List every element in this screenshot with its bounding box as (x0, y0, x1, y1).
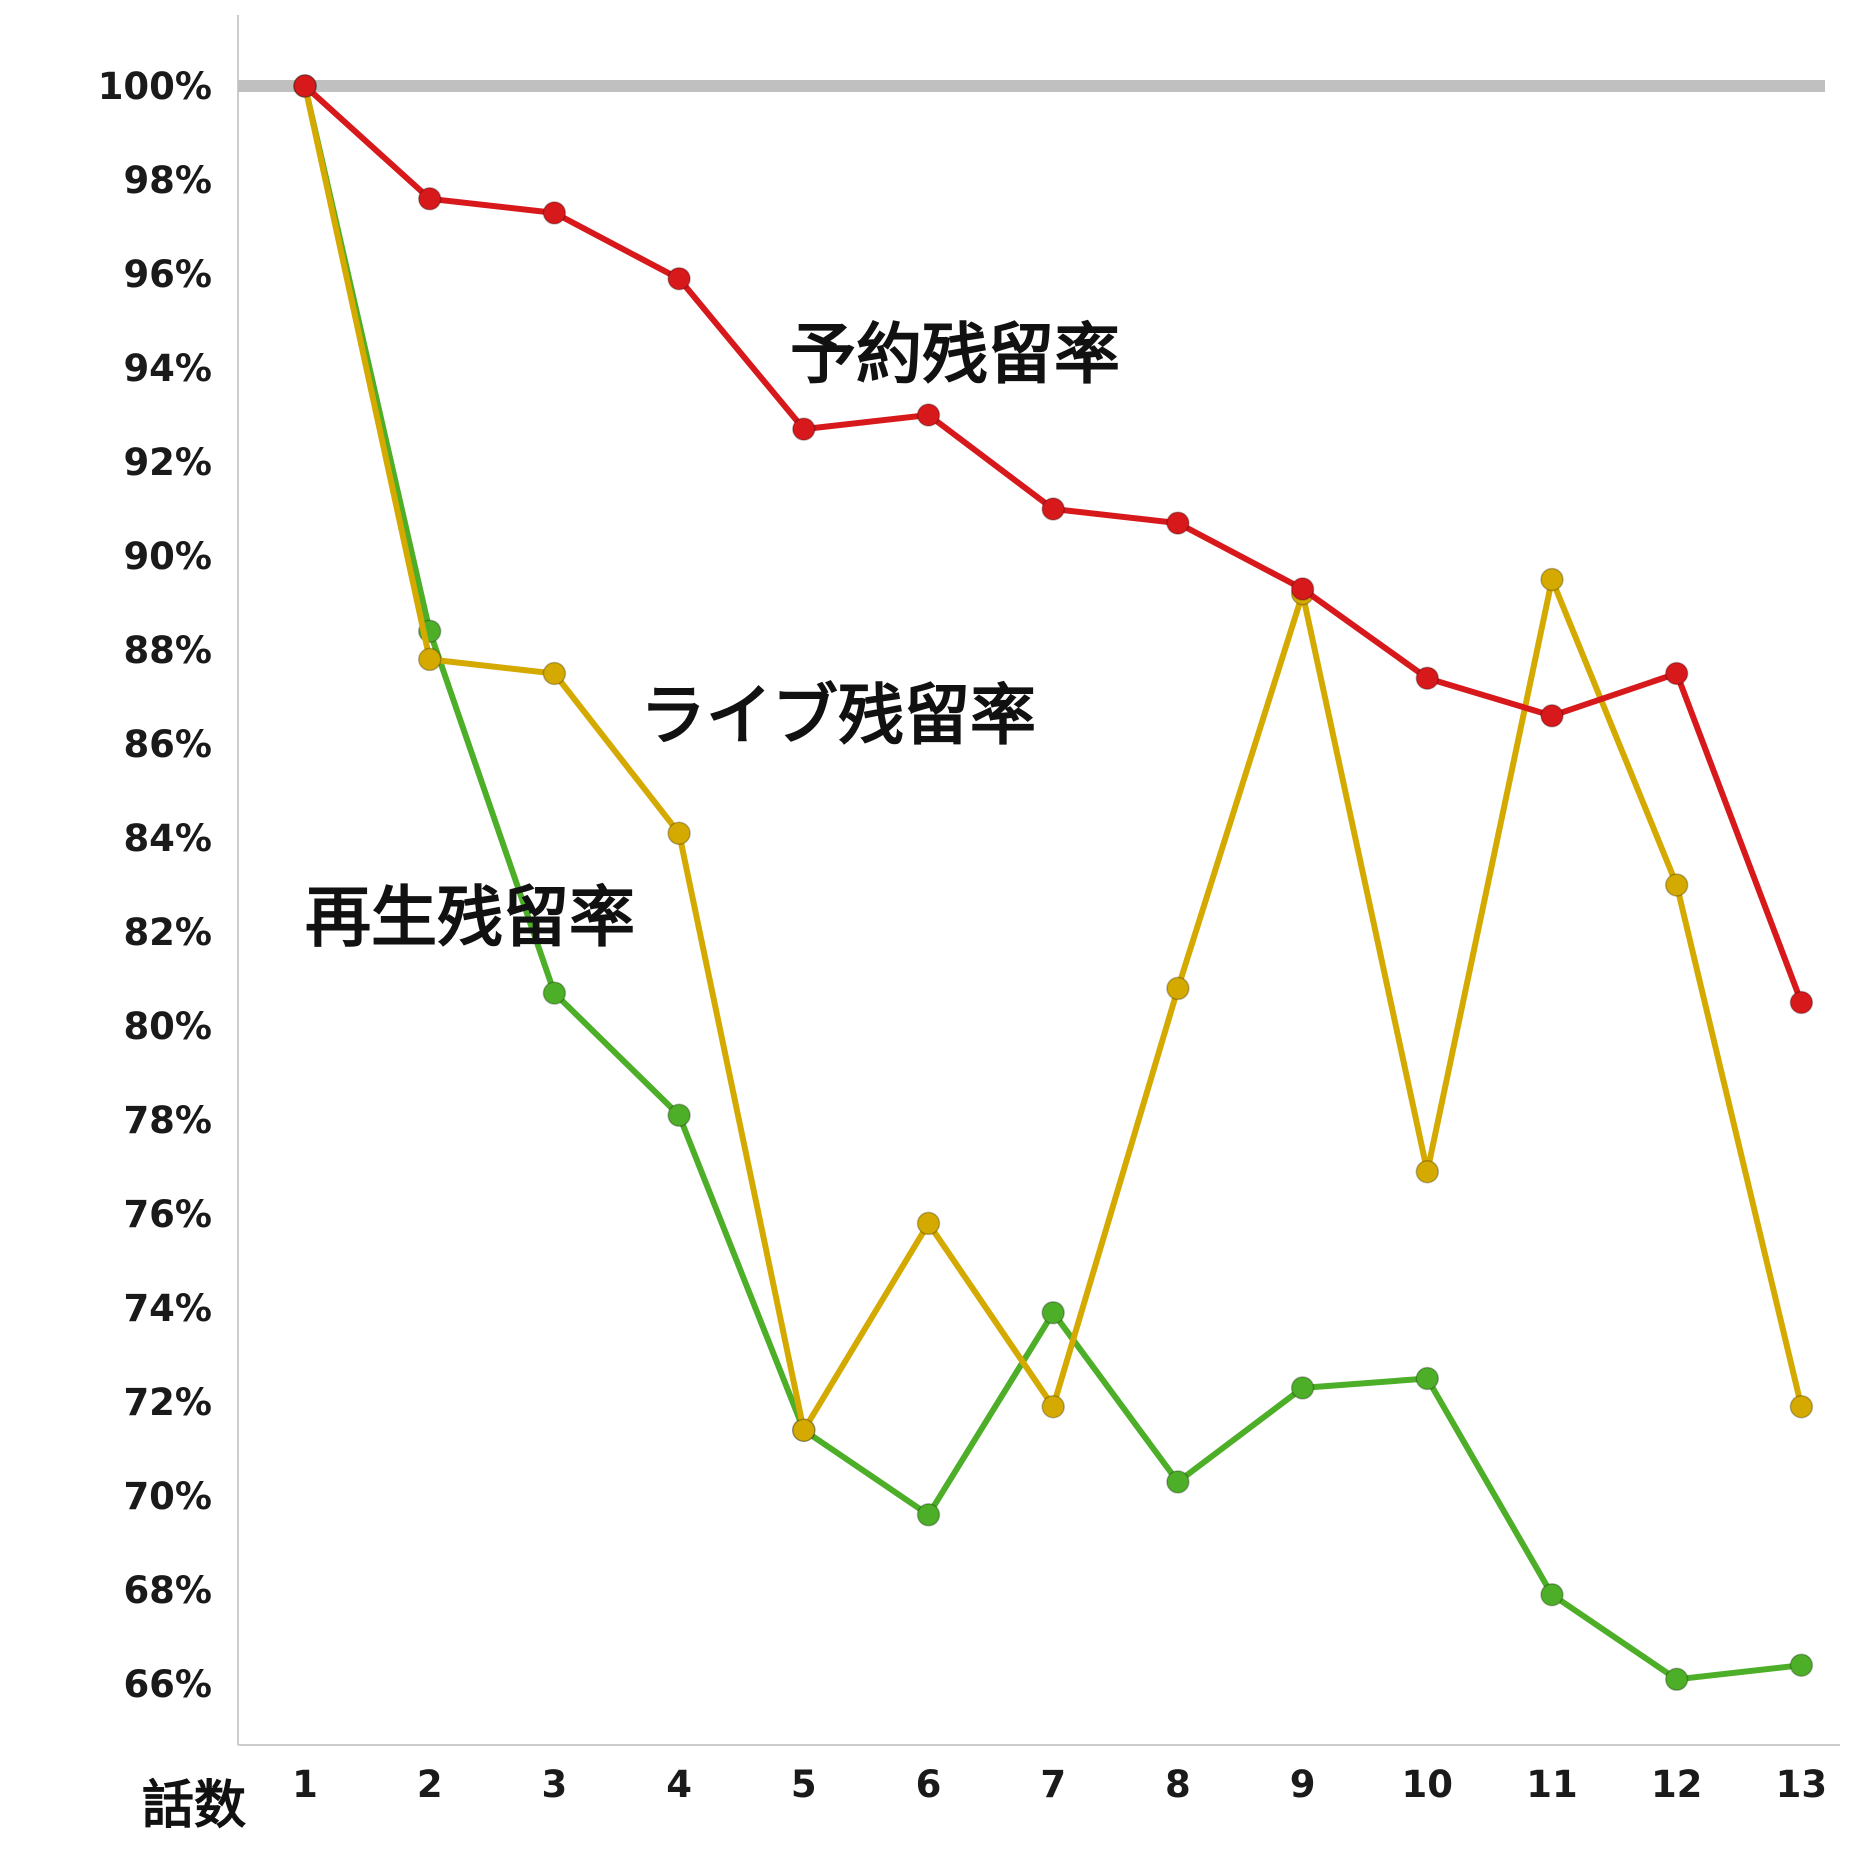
data-point-live (542, 661, 567, 686)
x-axis-title: 話数 (142, 1776, 246, 1836)
series-label-live: ライブ残留率 (640, 677, 1036, 754)
x-tick-label: 8 (1165, 1763, 1191, 1806)
y-tick-label: 92% (123, 441, 212, 484)
data-point-playback (1041, 1300, 1065, 1325)
x-tick-label: 5 (791, 1763, 817, 1806)
data-point-reservation (1789, 990, 1814, 1015)
data-point-reservation (792, 417, 816, 441)
data-point-live (1415, 1159, 1440, 1184)
x-tick-label: 12 (1651, 1763, 1703, 1806)
y-tick-label: 68% (123, 1569, 212, 1612)
data-point-live (1789, 1394, 1814, 1419)
series-layer (293, 74, 1814, 1692)
y-tick-label: 66% (123, 1663, 212, 1706)
data-point-reservation (1166, 511, 1190, 535)
data-point-live (792, 1418, 816, 1442)
data-point-reservation (916, 403, 941, 427)
data-point-live (916, 1211, 941, 1236)
series-line-live (302, 85, 1805, 1434)
x-tick-labels: 1 2 3 4 5 6 7 8 9 10 11 12 13 (292, 1763, 1827, 1806)
data-point-reservation (1041, 497, 1065, 521)
y-tick-label: 88% (123, 629, 212, 672)
y-tick-label: 86% (123, 723, 212, 766)
y-tick-label: 80% (123, 1005, 212, 1048)
data-point-playback (1166, 1470, 1190, 1494)
y-tick-label: 74% (123, 1287, 212, 1330)
data-point-reservation (1290, 577, 1315, 601)
data-point-playback (1290, 1376, 1315, 1400)
data-point-live (1166, 976, 1190, 1001)
series-live (293, 74, 1814, 1442)
data-point-reservation (667, 266, 691, 291)
y-tick-label: 84% (123, 817, 212, 860)
y-tick-label: 70% (123, 1475, 212, 1518)
data-point-reservation (1415, 666, 1440, 690)
data-point-playback (542, 981, 567, 1005)
y-tick-label: 94% (123, 347, 212, 390)
data-point-playback (1415, 1366, 1440, 1391)
x-tick-label: 11 (1526, 1763, 1578, 1806)
y-tick-label: 90% (123, 535, 212, 578)
y-tick-label: 76% (123, 1193, 212, 1236)
data-point-reservation (1540, 704, 1564, 728)
data-point-reservation (293, 74, 317, 98)
data-point-playback (1664, 1667, 1689, 1692)
y-tick-label: 96% (123, 253, 212, 296)
y-tick-label: 72% (123, 1381, 212, 1424)
y-tick-label: 78% (123, 1099, 212, 1142)
data-point-playback (1540, 1582, 1564, 1607)
x-tick-label: 1 (292, 1763, 318, 1806)
x-tick-label: 2 (417, 1763, 443, 1806)
x-tick-label: 9 (1290, 1763, 1316, 1806)
y-tick-labels: 100% 98% 96% 94% 92% 90% 88% 86% 84% 82% 80% 78% 76%… (98, 65, 212, 1706)
data-point-live (667, 821, 691, 846)
series-label-playback: 再生残留率 (305, 879, 635, 956)
x-tick-label: 13 (1776, 1763, 1828, 1806)
series-label-reservation: 予約残留率 (790, 316, 1120, 393)
data-point-live (1664, 873, 1689, 897)
data-point-playback (916, 1503, 941, 1527)
y-tick-label: 82% (123, 911, 212, 954)
data-point-playback (1789, 1653, 1814, 1677)
data-point-reservation (542, 201, 567, 225)
y-tick-label: 100% (98, 65, 212, 108)
x-tick-label: 3 (542, 1763, 568, 1806)
data-point-playback (667, 1103, 691, 1128)
series-line-reservation (302, 83, 1805, 1004)
y-tick-label: 98% (123, 159, 212, 202)
data-point-live (1041, 1394, 1065, 1419)
data-point-reservation (417, 187, 442, 211)
x-tick-label: 7 (1040, 1763, 1066, 1806)
data-point-live (417, 647, 442, 672)
data-point-live (1540, 567, 1564, 592)
axes (237, 15, 1840, 1746)
x-tick-label: 6 (916, 1763, 942, 1806)
data-point-reservation (1664, 661, 1689, 686)
x-tick-label: 4 (666, 1763, 692, 1806)
series-reservation (293, 74, 1814, 1015)
x-tick-label: 10 (1402, 1763, 1454, 1806)
